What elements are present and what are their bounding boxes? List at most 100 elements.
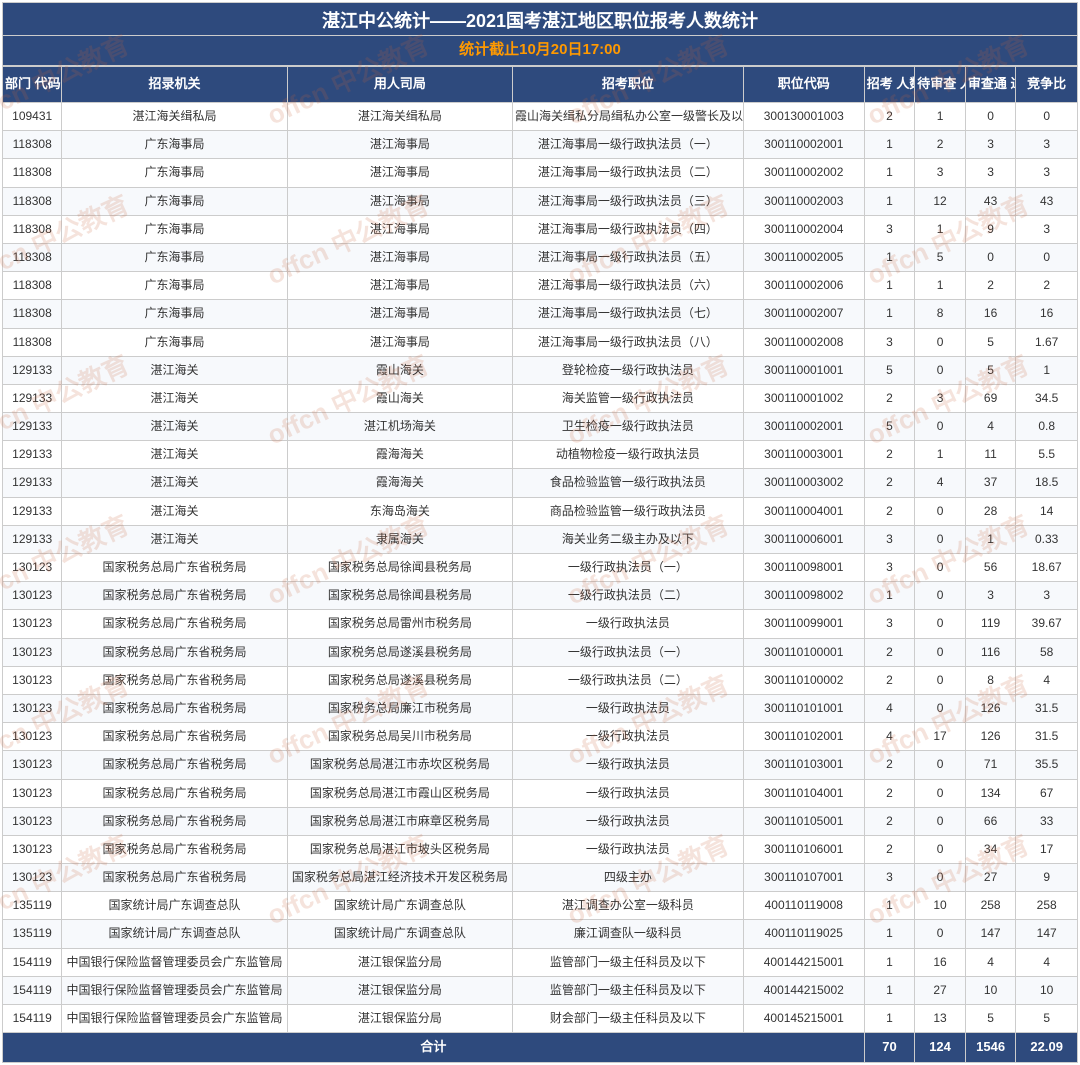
cell-ratio: 43 bbox=[1016, 187, 1078, 215]
footer-recruit: 70 bbox=[864, 1033, 915, 1063]
cell-pending: 2 bbox=[915, 131, 966, 159]
cell-ratio: 4 bbox=[1016, 948, 1078, 976]
cell-ratio: 39.67 bbox=[1016, 610, 1078, 638]
table-row: 118308广东海事局湛江海事局湛江海事局一级行政执法员（七）300110002… bbox=[3, 300, 1078, 328]
cell-pos: 湛江调查办公室一级科员 bbox=[513, 892, 744, 920]
cell-ratio: 18.67 bbox=[1016, 554, 1078, 582]
cell-pos: 一级行政执法员 bbox=[513, 751, 744, 779]
cell-ratio: 33 bbox=[1016, 807, 1078, 835]
table-row: 130123国家税务总局广东省税务局国家税务总局徐闻县税务局一级行政执法员（二）… bbox=[3, 582, 1078, 610]
cell-code: 300110098002 bbox=[743, 582, 864, 610]
cell-passed: 116 bbox=[965, 638, 1016, 666]
cell-pending: 0 bbox=[915, 638, 966, 666]
cell-org: 中国银行保险监督管理委员会广东监管局 bbox=[62, 1005, 287, 1033]
cell-dept: 109431 bbox=[3, 103, 62, 131]
cell-pending: 0 bbox=[915, 807, 966, 835]
col-pending: 待审查 人数 bbox=[915, 67, 966, 103]
col-unit: 用人司局 bbox=[287, 67, 512, 103]
cell-code: 300110002003 bbox=[743, 187, 864, 215]
cell-dept: 118308 bbox=[3, 131, 62, 159]
cell-passed: 34 bbox=[965, 835, 1016, 863]
cell-code: 300110104001 bbox=[743, 779, 864, 807]
cell-ratio: 5 bbox=[1016, 1005, 1078, 1033]
cell-unit: 国家税务总局湛江市霞山区税务局 bbox=[287, 779, 512, 807]
cell-unit: 国家统计局广东调查总队 bbox=[287, 920, 512, 948]
cell-code: 400144215001 bbox=[743, 948, 864, 976]
cell-code: 300110099001 bbox=[743, 610, 864, 638]
cell-recruit: 1 bbox=[864, 272, 915, 300]
cell-org: 国家税务总局广东省税务局 bbox=[62, 582, 287, 610]
cell-dept: 129133 bbox=[3, 384, 62, 412]
cell-passed: 258 bbox=[965, 892, 1016, 920]
cell-recruit: 1 bbox=[864, 976, 915, 1004]
cell-code: 400110119008 bbox=[743, 892, 864, 920]
cell-pos: 登轮检疫一级行政执法员 bbox=[513, 356, 744, 384]
cell-ratio: 17 bbox=[1016, 835, 1078, 863]
cell-pending: 8 bbox=[915, 300, 966, 328]
cell-passed: 3 bbox=[965, 159, 1016, 187]
table-row: 135119国家统计局广东调查总队国家统计局广东调查总队廉江调查队一级科员400… bbox=[3, 920, 1078, 948]
cell-ratio: 31.5 bbox=[1016, 723, 1078, 751]
cell-passed: 2 bbox=[965, 272, 1016, 300]
cell-unit: 湛江海事局 bbox=[287, 187, 512, 215]
cell-org: 广东海事局 bbox=[62, 131, 287, 159]
cell-recruit: 2 bbox=[864, 103, 915, 131]
cell-unit: 国家税务总局遂溪县税务局 bbox=[287, 638, 512, 666]
table-row: 130123国家税务总局广东省税务局国家税务总局遂溪县税务局一级行政执法员（一）… bbox=[3, 638, 1078, 666]
col-dept: 部门 代码 bbox=[3, 67, 62, 103]
cell-pos: 一级行政执法员 bbox=[513, 723, 744, 751]
cell-unit: 霞山海关 bbox=[287, 356, 512, 384]
cell-ratio: 2 bbox=[1016, 272, 1078, 300]
cell-passed: 8 bbox=[965, 666, 1016, 694]
cell-passed: 119 bbox=[965, 610, 1016, 638]
cell-recruit: 2 bbox=[864, 469, 915, 497]
cell-recruit: 2 bbox=[864, 441, 915, 469]
cell-recruit: 3 bbox=[864, 610, 915, 638]
table-row: 154119中国银行保险监督管理委员会广东监管局湛江银保监分局监管部门一级主任科… bbox=[3, 948, 1078, 976]
cell-code: 300110002007 bbox=[743, 300, 864, 328]
table-row: 130123国家税务总局广东省税务局国家税务总局湛江市霞山区税务局一级行政执法员… bbox=[3, 779, 1078, 807]
cell-dept: 118308 bbox=[3, 300, 62, 328]
cell-pos: 湛江海事局一级行政执法员（四） bbox=[513, 215, 744, 243]
cell-dept: 130123 bbox=[3, 582, 62, 610]
cell-unit: 湛江海关缉私局 bbox=[287, 103, 512, 131]
cell-unit: 湛江机场海关 bbox=[287, 413, 512, 441]
cell-passed: 0 bbox=[965, 103, 1016, 131]
cell-pending: 0 bbox=[915, 413, 966, 441]
cell-pos: 一级行政执法员（一） bbox=[513, 554, 744, 582]
cell-unit: 湛江银保监分局 bbox=[287, 1005, 512, 1033]
cell-code: 400145215001 bbox=[743, 1005, 864, 1033]
table-row: 130123国家税务总局广东省税务局国家税务总局徐闻县税务局一级行政执法员（一）… bbox=[3, 554, 1078, 582]
cell-dept: 130123 bbox=[3, 807, 62, 835]
cell-unit: 霞山海关 bbox=[287, 384, 512, 412]
cell-pos: 一级行政执法员（一） bbox=[513, 638, 744, 666]
cell-code: 300110002001 bbox=[743, 413, 864, 441]
cell-org: 湛江海关 bbox=[62, 441, 287, 469]
table-row: 129133湛江海关东海岛海关商品检验监管一级行政执法员300110004001… bbox=[3, 497, 1078, 525]
cell-code: 300110103001 bbox=[743, 751, 864, 779]
cell-dept: 130123 bbox=[3, 864, 62, 892]
cell-org: 湛江海关 bbox=[62, 356, 287, 384]
cell-passed: 37 bbox=[965, 469, 1016, 497]
cell-pending: 0 bbox=[915, 864, 966, 892]
cell-pos: 霞山海关缉私分局缉私办公室一级警长及以下 bbox=[513, 103, 744, 131]
cell-ratio: 3 bbox=[1016, 159, 1078, 187]
cell-recruit: 1 bbox=[864, 187, 915, 215]
table-row: 109431湛江海关缉私局湛江海关缉私局霞山海关缉私分局缉私办公室一级警长及以下… bbox=[3, 103, 1078, 131]
cell-pending: 0 bbox=[915, 666, 966, 694]
cell-unit: 湛江海事局 bbox=[287, 159, 512, 187]
cell-recruit: 5 bbox=[864, 413, 915, 441]
table-body: 109431湛江海关缉私局湛江海关缉私局霞山海关缉私分局缉私办公室一级警长及以下… bbox=[3, 103, 1078, 1033]
cell-recruit: 3 bbox=[864, 554, 915, 582]
cell-pending: 1 bbox=[915, 215, 966, 243]
cell-ratio: 14 bbox=[1016, 497, 1078, 525]
cell-code: 300110003002 bbox=[743, 469, 864, 497]
cell-pos: 一级行政执法员 bbox=[513, 610, 744, 638]
cell-passed: 126 bbox=[965, 723, 1016, 751]
cell-pos: 湛江海事局一级行政执法员（三） bbox=[513, 187, 744, 215]
col-org: 招录机关 bbox=[62, 67, 287, 103]
cell-dept: 118308 bbox=[3, 328, 62, 356]
cell-org: 湛江海关 bbox=[62, 525, 287, 553]
col-pos: 招考职位 bbox=[513, 67, 744, 103]
cell-code: 300110107001 bbox=[743, 864, 864, 892]
